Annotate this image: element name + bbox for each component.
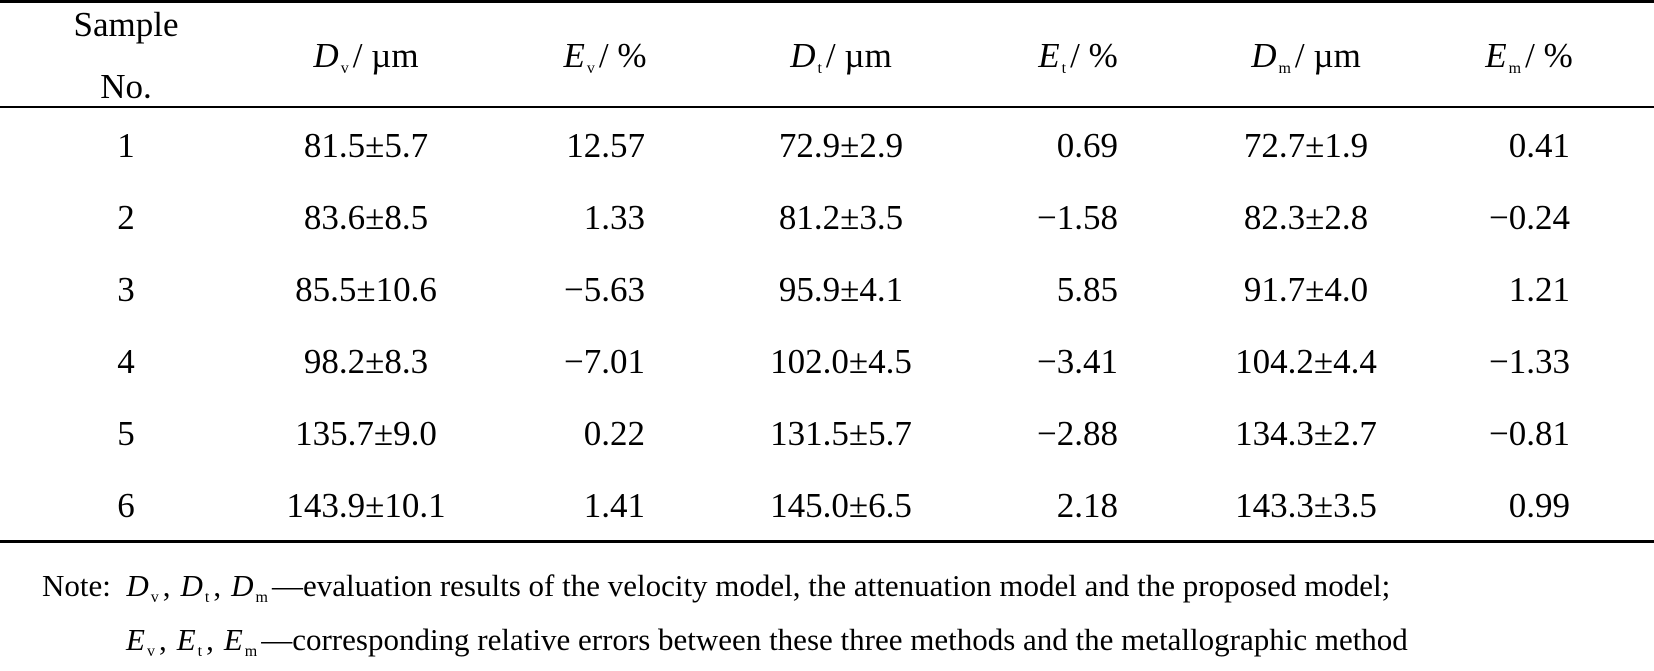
header-sample-line1: Sample xyxy=(73,5,179,44)
table-bottom-rule xyxy=(0,540,1654,543)
cell-ev: 12.57 xyxy=(566,126,645,165)
cell-dm: 91.7±4.0 xyxy=(1243,270,1369,309)
header-et-unit: / % xyxy=(1070,36,1118,75)
cell-et: 5.85 xyxy=(1056,270,1118,309)
cell-ev: 1.41 xyxy=(583,486,645,525)
header-em-sub: m xyxy=(1508,60,1522,77)
note-symbol: E xyxy=(223,622,243,657)
note-symbol-sub: m xyxy=(244,643,258,660)
cell-et: −3.41 xyxy=(1037,342,1118,381)
header-ev-sub: v xyxy=(586,60,595,77)
cell-dt: 95.9±4.1 xyxy=(778,270,904,309)
cell-ev: −7.01 xyxy=(564,342,645,381)
header-sample-no: Sample No. xyxy=(74,5,179,107)
header-em-symbol: E xyxy=(1485,36,1507,75)
cell-dt: 131.5±5.7 xyxy=(770,414,912,453)
header-dv-symbol: D xyxy=(313,36,339,75)
cell-ev: −5.63 xyxy=(564,270,645,309)
header-dv-sub: v xyxy=(340,60,349,77)
cell-et: −2.88 xyxy=(1037,414,1118,453)
cell-dv: 85.5±10.6 xyxy=(295,270,437,309)
cell-dt: 72.9±2.9 xyxy=(778,126,904,165)
note-symbol: E xyxy=(176,622,196,657)
cell-dm: 104.2±4.4 xyxy=(1235,342,1377,381)
header-ev-symbol: E xyxy=(563,36,585,75)
note-separator: , xyxy=(206,622,214,657)
note-separator: , xyxy=(158,622,167,657)
cell-em: −0.24 xyxy=(1489,198,1570,237)
cell-dv: 143.9±10.1 xyxy=(286,486,446,525)
header-em-unit: / % xyxy=(1525,36,1573,75)
cell-sample-no: 2 xyxy=(117,198,135,237)
cell-dm: 134.3±2.7 xyxy=(1235,414,1377,453)
note-symbol-sub: t xyxy=(204,589,210,606)
cell-et: 2.18 xyxy=(1056,486,1118,525)
header-dv-unit: / µm xyxy=(352,36,419,75)
cell-dm: 72.7±1.9 xyxy=(1243,126,1369,165)
cell-sample-no: 3 xyxy=(117,270,135,309)
cell-dt: 102.0±4.5 xyxy=(770,342,912,381)
header-sample-line2: No. xyxy=(100,67,152,106)
note-symbol: E xyxy=(126,622,145,657)
cell-dm: 143.3±3.5 xyxy=(1235,486,1377,525)
note-symbol: D xyxy=(126,568,149,603)
cell-ev: 0.22 xyxy=(583,414,645,453)
cell-dt: 81.2±3.5 xyxy=(778,198,904,237)
cell-em: 0.41 xyxy=(1508,126,1570,165)
table-top-rule xyxy=(0,0,1654,3)
cell-dt: 145.0±6.5 xyxy=(770,486,912,525)
note-text: —corresponding relative errors between t… xyxy=(261,622,1408,657)
cell-sample-no: 5 xyxy=(117,414,135,453)
cell-dv: 81.5±5.7 xyxy=(303,126,429,165)
header-dm-unit: / µm xyxy=(1294,36,1361,75)
note-symbol-sub: t xyxy=(197,643,203,660)
cell-em: −1.33 xyxy=(1489,342,1570,381)
header-et-symbol: E xyxy=(1038,36,1060,75)
note-symbol-sub: m xyxy=(255,589,268,606)
cell-dv: 83.6±8.5 xyxy=(303,198,429,237)
table-header-rule xyxy=(0,106,1654,108)
note-symbol: D xyxy=(180,568,203,603)
cell-dv: 135.7±9.0 xyxy=(295,414,437,453)
note-symbol: D xyxy=(231,568,254,603)
cell-em: 1.21 xyxy=(1508,270,1570,309)
header-dm-symbol: D xyxy=(1251,36,1277,75)
header-dt-sub: t xyxy=(817,60,822,77)
header-dt-symbol: D xyxy=(790,36,816,75)
cell-em: −0.81 xyxy=(1489,414,1570,453)
cell-sample-no: 4 xyxy=(117,342,135,381)
cell-dm: 82.3±2.8 xyxy=(1243,198,1369,237)
cell-et: 0.69 xyxy=(1056,126,1118,165)
note-text: —evaluation results of the velocity mode… xyxy=(271,568,1391,603)
note-separator: , xyxy=(162,568,171,603)
header-ev-unit: / % xyxy=(598,36,647,75)
cell-em: 0.99 xyxy=(1508,486,1570,525)
header-dm-sub: m xyxy=(1278,60,1291,77)
cell-dv: 98.2±8.3 xyxy=(303,342,429,381)
note-symbol-sub: v xyxy=(146,643,155,660)
note-symbol-sub: v xyxy=(150,589,159,606)
cell-ev: 1.33 xyxy=(583,198,645,237)
cell-sample-no: 1 xyxy=(117,126,135,165)
note-prefix: Note: xyxy=(42,568,111,603)
cell-sample-no: 6 xyxy=(117,486,135,525)
header-dt-unit: / µm xyxy=(825,36,892,75)
note-separator: , xyxy=(213,568,222,603)
header-et-sub: t xyxy=(1061,60,1067,77)
cell-et: −1.58 xyxy=(1037,198,1118,237)
